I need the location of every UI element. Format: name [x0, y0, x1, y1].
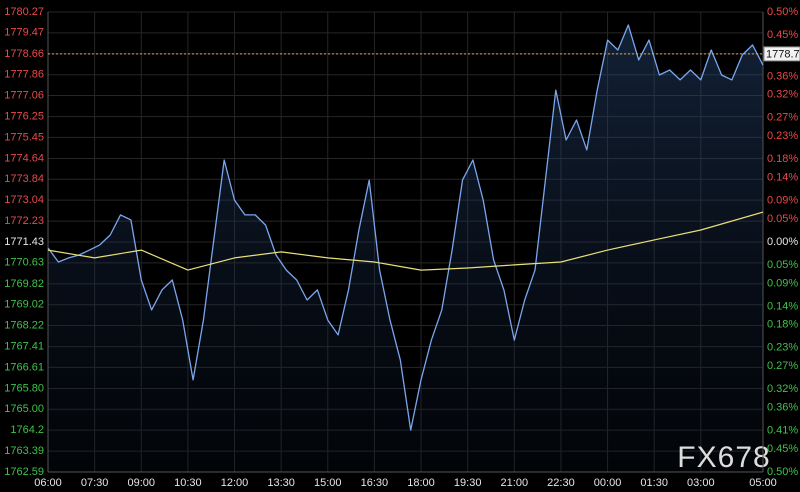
y-tick-label: 1764.2	[10, 424, 44, 436]
y2-tick-label: 0.45%	[767, 443, 798, 455]
x-tick-label: 15:00	[314, 477, 342, 489]
y2-tick-label: 0.27%	[767, 360, 798, 372]
y2-tick-label: 0.23%	[767, 342, 798, 354]
x-tick-label: 10:30	[174, 477, 202, 489]
x-tick-label: 07:30	[81, 477, 109, 489]
y2-tick-label: 0.14%	[767, 300, 798, 312]
x-tick-label: 06:00	[34, 477, 62, 489]
y-tick-label: 1765.00	[4, 403, 44, 415]
y-tick-label: 1767.41	[4, 340, 44, 352]
y-tick-label: 1776.25	[4, 110, 44, 122]
y2-tick-label: 0.45%	[767, 29, 798, 41]
y2-tick-label: 0.36%	[767, 402, 798, 414]
y-tick-label: 1771.43	[4, 236, 44, 248]
y-tick-label: 1779.47	[4, 27, 44, 39]
y2-tick-label: 0.14%	[767, 172, 798, 184]
x-tick-label: 05:00	[749, 477, 777, 489]
y-tick-label: 1768.22	[4, 319, 44, 331]
y2-tick-label: 0.50%	[767, 466, 798, 478]
y-tick-label: 1769.82	[4, 278, 44, 290]
y-tick-label: 1777.86	[4, 69, 44, 81]
y2-tick-label: 0.18%	[767, 153, 798, 165]
y-tick-label: 1766.61	[4, 361, 44, 373]
x-tick-label: 09:00	[127, 477, 155, 489]
y-tick-label: 1762.59	[4, 466, 44, 478]
y2-tick-label: 0.05%	[767, 213, 798, 225]
y2-tick-label: 0.09%	[767, 195, 798, 207]
y-tick-label: 1770.63	[4, 257, 44, 269]
y-tick-label: 1772.23	[4, 215, 44, 227]
y2-tick-label: 0.27%	[767, 112, 798, 124]
watermark: FX678	[677, 441, 770, 474]
line	[47, 24, 764, 431]
y2-tick-label: 0.09%	[767, 277, 798, 289]
current-price-label: 1778.7	[766, 48, 800, 60]
y-tick-label: 1775.45	[4, 131, 44, 143]
x-tick-label: 03:00	[687, 477, 715, 489]
y2-tick-label: 0.32%	[767, 383, 798, 395]
x-tick-label: 21:00	[501, 477, 529, 489]
y2-tick-label: 0.36%	[767, 70, 798, 82]
y-tick-label: 1763.39	[4, 445, 44, 457]
y-tick-label: 1777.06	[4, 89, 44, 101]
y-tick-label: 1780.27	[4, 6, 44, 18]
y2-tick-label: 0.18%	[767, 319, 798, 331]
x-tick-label: 12:00	[221, 477, 249, 489]
y-tick-label: 1774.64	[4, 152, 44, 164]
y-tick-label: 1769.02	[4, 299, 44, 311]
y2-tick-label: 0.23%	[767, 130, 798, 142]
y-tick-label: 1773.04	[4, 194, 44, 206]
y-tick-label: 1778.66	[4, 48, 44, 60]
x-tick-label: 00:00	[594, 477, 622, 489]
y-tick-label: 1765.80	[4, 382, 44, 394]
y2-tick-label: 0.50%	[767, 6, 798, 18]
current-price-box	[763, 46, 800, 62]
line	[47, 211, 764, 271]
y2-tick-label: 0.00%	[767, 236, 798, 248]
x-tick-label: 18:00	[407, 477, 435, 489]
y2-tick-label: 0.41%	[767, 425, 798, 437]
y-tick-label: 1773.84	[4, 173, 44, 185]
x-tick-label: 22:30	[547, 477, 575, 489]
x-tick-label: 01:30	[640, 477, 668, 489]
y2-tick-label: 0.05%	[767, 259, 798, 271]
area	[48, 25, 763, 472]
y2-tick-label: 0.32%	[767, 89, 798, 101]
x-tick-label: 16:30	[361, 477, 389, 489]
x-tick-label: 13:30	[267, 477, 295, 489]
x-tick-label: 19:30	[454, 477, 482, 489]
